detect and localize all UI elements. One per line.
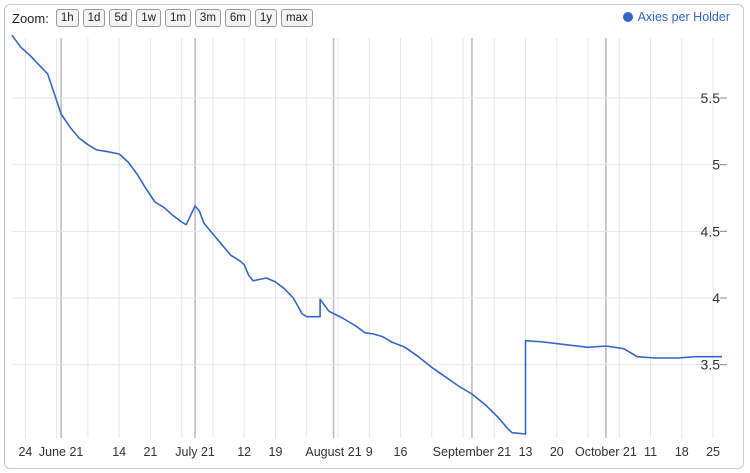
zoom-label: Zoom: [12, 10, 49, 26]
y-tick-label: 4 [712, 290, 720, 306]
zoom-6m-button[interactable]: 6m [224, 9, 251, 27]
zoom-1y-button[interactable]: 1y [254, 9, 278, 27]
x-tick-label: 25 [706, 445, 720, 459]
zoom-1h-button[interactable]: 1h [55, 9, 79, 27]
series-line-axies-per-holder [11, 34, 722, 435]
zoom-3m-button[interactable]: 3m [194, 9, 221, 27]
x-axis-ticks: 24 June 21 14 21 July 21 12 19 August 21 9 16 Sept… [18, 445, 720, 459]
x-tick-label: 12 [237, 445, 251, 459]
x-tick-label: July 21 [175, 445, 215, 459]
legend-label: Axies per Holder [637, 10, 730, 24]
y-tick-label: 5.5 [701, 90, 721, 106]
x-tick-label: October 21 [575, 445, 637, 459]
y-tick-label: 5 [712, 157, 720, 173]
zoom-max-button[interactable]: max [281, 9, 313, 27]
x-tick-label: June 21 [39, 445, 84, 459]
x-tick-label: 9 [366, 445, 373, 459]
y-tick-label: 3.5 [701, 357, 721, 373]
y-axis-ticks: 3.5 4 4.5 5 5.5 [701, 90, 727, 373]
zoom-bar: Zoom: 1h 1d 5d 1w 1m 3m 6m 1y max [12, 9, 313, 27]
x-tick-label: 21 [143, 445, 157, 459]
series-layer [11, 34, 722, 435]
x-tick-label: 14 [112, 445, 126, 459]
x-tick-label: August 21 [305, 445, 361, 459]
x-tick-label: 13 [519, 445, 533, 459]
y-tick-label: 4.5 [701, 223, 721, 239]
zoom-1w-button[interactable]: 1w [136, 9, 161, 27]
zoom-1d-button[interactable]: 1d [82, 9, 106, 27]
legend-marker-icon [622, 12, 633, 22]
x-tick-label: 18 [675, 445, 689, 459]
x-tick-label: September 21 [433, 445, 512, 459]
x-tick-label: 20 [550, 445, 564, 459]
x-tick-label: 11 [644, 445, 657, 459]
x-tick-label: 24 [18, 445, 32, 459]
chart-frame [4, 4, 744, 469]
grid-lines [12, 38, 722, 438]
legend-item[interactable]: Axies per Holder [622, 10, 730, 24]
x-tick-label: 19 [269, 445, 283, 459]
zoom-5d-button[interactable]: 5d [109, 9, 133, 27]
zoom-1m-button[interactable]: 1m [164, 9, 191, 27]
x-tick-label: 16 [394, 445, 408, 459]
